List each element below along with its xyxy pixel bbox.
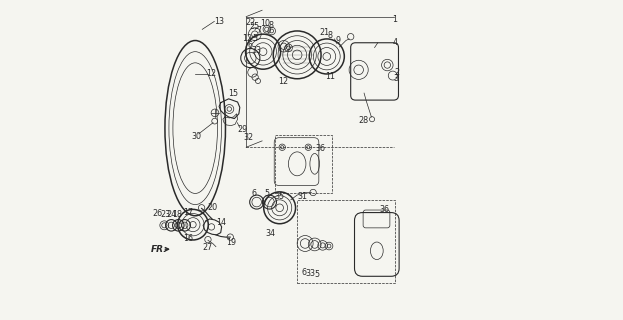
Text: 29: 29: [237, 125, 247, 134]
Text: 5: 5: [264, 189, 270, 198]
Text: 5: 5: [252, 35, 257, 44]
Text: 30: 30: [191, 132, 201, 141]
Text: 11: 11: [326, 72, 336, 81]
Text: 5: 5: [315, 269, 320, 279]
Text: 26: 26: [153, 209, 163, 218]
Text: 21: 21: [319, 28, 330, 37]
Text: 24: 24: [166, 210, 176, 219]
Text: 28: 28: [358, 116, 368, 125]
Text: 19: 19: [226, 238, 236, 247]
Text: 33: 33: [252, 45, 262, 55]
Text: 36: 36: [379, 205, 389, 214]
Text: 6: 6: [248, 41, 253, 51]
Text: 34: 34: [266, 229, 276, 238]
Text: 4: 4: [392, 38, 397, 47]
Text: 12: 12: [242, 35, 252, 44]
Text: 23: 23: [160, 210, 170, 219]
Text: 31: 31: [298, 192, 308, 201]
Text: 20: 20: [207, 203, 217, 212]
Text: 10: 10: [260, 19, 270, 28]
FancyBboxPatch shape: [297, 200, 396, 283]
Text: 16: 16: [183, 234, 193, 243]
Text: 7: 7: [256, 27, 261, 36]
Text: 2: 2: [394, 68, 399, 77]
Text: FR.: FR.: [151, 245, 168, 254]
Text: 13: 13: [214, 17, 224, 26]
Text: 33: 33: [306, 268, 316, 278]
Text: 18: 18: [172, 210, 182, 219]
Text: 8: 8: [327, 31, 332, 40]
Text: 36: 36: [315, 144, 325, 153]
Text: 15: 15: [229, 89, 239, 98]
Text: 6: 6: [251, 189, 256, 198]
Text: 22: 22: [246, 19, 256, 28]
Text: 8: 8: [269, 21, 273, 30]
Text: 3: 3: [394, 74, 399, 83]
Text: 35: 35: [274, 192, 284, 201]
Text: 1: 1: [392, 15, 397, 24]
Text: 25: 25: [250, 22, 260, 31]
Text: 9: 9: [336, 36, 341, 45]
Text: 6: 6: [302, 268, 307, 277]
Text: 14: 14: [216, 218, 226, 227]
Text: 12: 12: [206, 69, 216, 78]
FancyBboxPatch shape: [275, 134, 331, 194]
Text: 32: 32: [244, 133, 254, 142]
Text: 17: 17: [183, 208, 193, 217]
Text: 12: 12: [278, 77, 288, 86]
Text: 27: 27: [203, 243, 213, 252]
